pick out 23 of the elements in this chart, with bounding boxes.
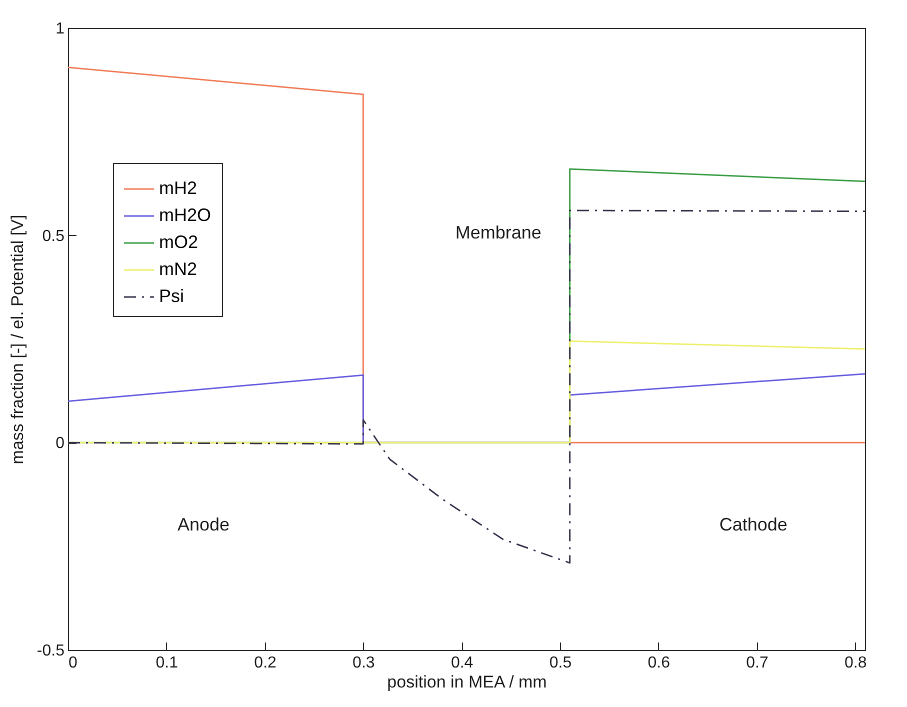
x-tick-label: 0.3 [352,654,375,672]
annotation: Membrane [455,222,542,242]
x-axis-title: position in MEA / mm [387,672,547,692]
x-tick-label: 0.6 [648,654,670,672]
y-tick-label: -0.5 [36,642,65,660]
x-tick-label: 0.1 [156,654,178,672]
x-tick-label: 0.2 [254,654,277,672]
legend-label: mH2O [159,205,212,225]
x-tick-label: 0.5 [549,654,572,672]
legend-label: mH2 [159,178,198,198]
y-tick-label: 1 [56,20,65,38]
annotation: Anode [177,514,230,535]
y-axis-title: mass fraction [-] / el. Potential [V] [8,214,27,464]
legend-label: mN2 [159,259,198,279]
y-tick-label: 0 [56,435,65,452]
annotation: Cathode [719,514,788,535]
x-tick-label: 0.7 [746,654,768,672]
legend-label: mO2 [159,232,198,252]
y-tick-label: 0.5 [42,228,65,245]
x-tick-label: 0.4 [450,654,474,672]
x-tick-label: 0 [68,654,78,672]
legend-label: Psi [159,286,184,306]
x-tick-label: 0.8 [844,654,867,672]
